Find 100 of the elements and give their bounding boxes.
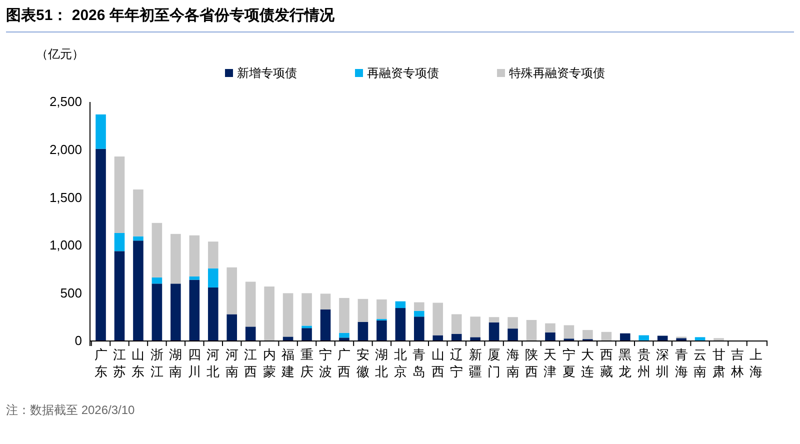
x-tick-label: 大连 [581,347,594,379]
x-tick-label: 天津 [544,347,557,379]
bar [358,298,368,322]
x-tick-label: 重庆 [300,347,314,379]
bar [114,232,125,252]
bar [432,302,444,336]
x-tick-label: 青岛 [412,347,426,379]
y-tick-label: 1,500 [49,190,82,205]
bar [470,316,480,338]
bar [376,320,387,341]
bar [657,336,668,341]
x-tick-label: 河北 [206,347,220,379]
x-tick-label: 四川 [188,347,201,379]
bar [508,328,518,341]
bar [414,302,424,311]
x-tick-label: 辽宁 [450,347,464,379]
x-tick-label: 贵州 [637,347,650,379]
bar [133,240,144,341]
x-tick-label: 江西 [244,347,258,379]
bar [208,268,218,288]
x-tick-label: 青海 [674,347,688,379]
legend-label: 新增专项债 [237,66,297,80]
x-tick-label: 上海 [750,347,763,379]
x-tick-label: 湖南 [169,347,182,379]
bar [152,222,162,278]
bar [564,325,574,339]
bar [601,332,612,341]
x-tick-label: 山西 [431,347,444,379]
bar [282,293,294,337]
y-tick-label: 2,500 [49,94,82,110]
y-tick-label: 500 [60,285,82,300]
x-tick-label: 北京 [394,347,407,379]
bar [582,330,593,340]
x-tick-label: 安徽 [356,347,370,379]
bar [320,309,331,341]
bar [114,156,125,233]
bar [133,189,144,236]
x-tick-label: 宁夏 [562,347,576,379]
y-tick-label: 0 [74,333,82,348]
bar [189,276,200,280]
bar [526,320,537,341]
bar [620,333,630,341]
bar [320,294,331,310]
x-tick-label: 吉林 [730,347,744,379]
y-axis-title: （亿元） [36,47,84,61]
x-tick-label: 山东 [132,347,145,379]
bar [302,326,312,328]
bar [189,235,200,276]
bar [545,323,556,332]
x-tick-label: 广西 [338,347,351,379]
bar [508,317,518,329]
legend-label: 再融资专项债 [367,66,439,80]
bar [226,314,238,341]
x-tick-label: 浙江 [150,347,164,379]
bar [395,301,406,308]
legend-label: 特殊再融资专项债 [509,66,605,80]
bar [189,280,200,341]
bar [339,332,350,338]
y-tick-label: 2,000 [49,142,82,157]
bar [170,234,181,284]
bar [414,310,424,317]
text: 注：数据截至 2026/3/10 [6,403,136,417]
bar [282,336,294,341]
bar [208,242,218,268]
x-tick-label: 河南 [225,347,238,379]
x-tick-label: 海南 [506,347,520,379]
bar [545,332,556,341]
bar [358,322,368,341]
bar [264,286,274,341]
bar [170,284,181,341]
x-tick-label: 内蒙 [262,347,276,379]
x-tick-label: 云南 [694,347,707,379]
x-tick-label: 西藏 [600,347,613,379]
x-tick-label: 湖北 [375,347,388,379]
bar [96,148,106,341]
bar [339,298,350,333]
bar [133,236,144,241]
bar [451,314,462,334]
x-tick-label: 宁波 [319,347,332,379]
bar [96,114,106,149]
bar [152,277,162,284]
x-tick-label: 广东 [94,347,108,379]
x-tick-label: 福建 [280,347,295,379]
x-tick-label: 厦门 [488,347,501,379]
bar [488,317,500,322]
bar [302,293,312,326]
bar [245,282,256,327]
y-tick-label: 1,000 [49,238,82,253]
bar [376,299,387,320]
bar [114,251,125,341]
x-tick-label: 新疆 [468,347,482,379]
bar [470,337,480,341]
bar [245,326,256,341]
x-tick-label: 陕西 [525,347,538,379]
bar [395,308,406,341]
x-tick-label: 甘肃 [712,347,726,379]
x-tick-label: 江苏 [112,347,126,379]
bar [302,328,312,341]
bar [414,316,424,341]
bar [152,284,162,341]
